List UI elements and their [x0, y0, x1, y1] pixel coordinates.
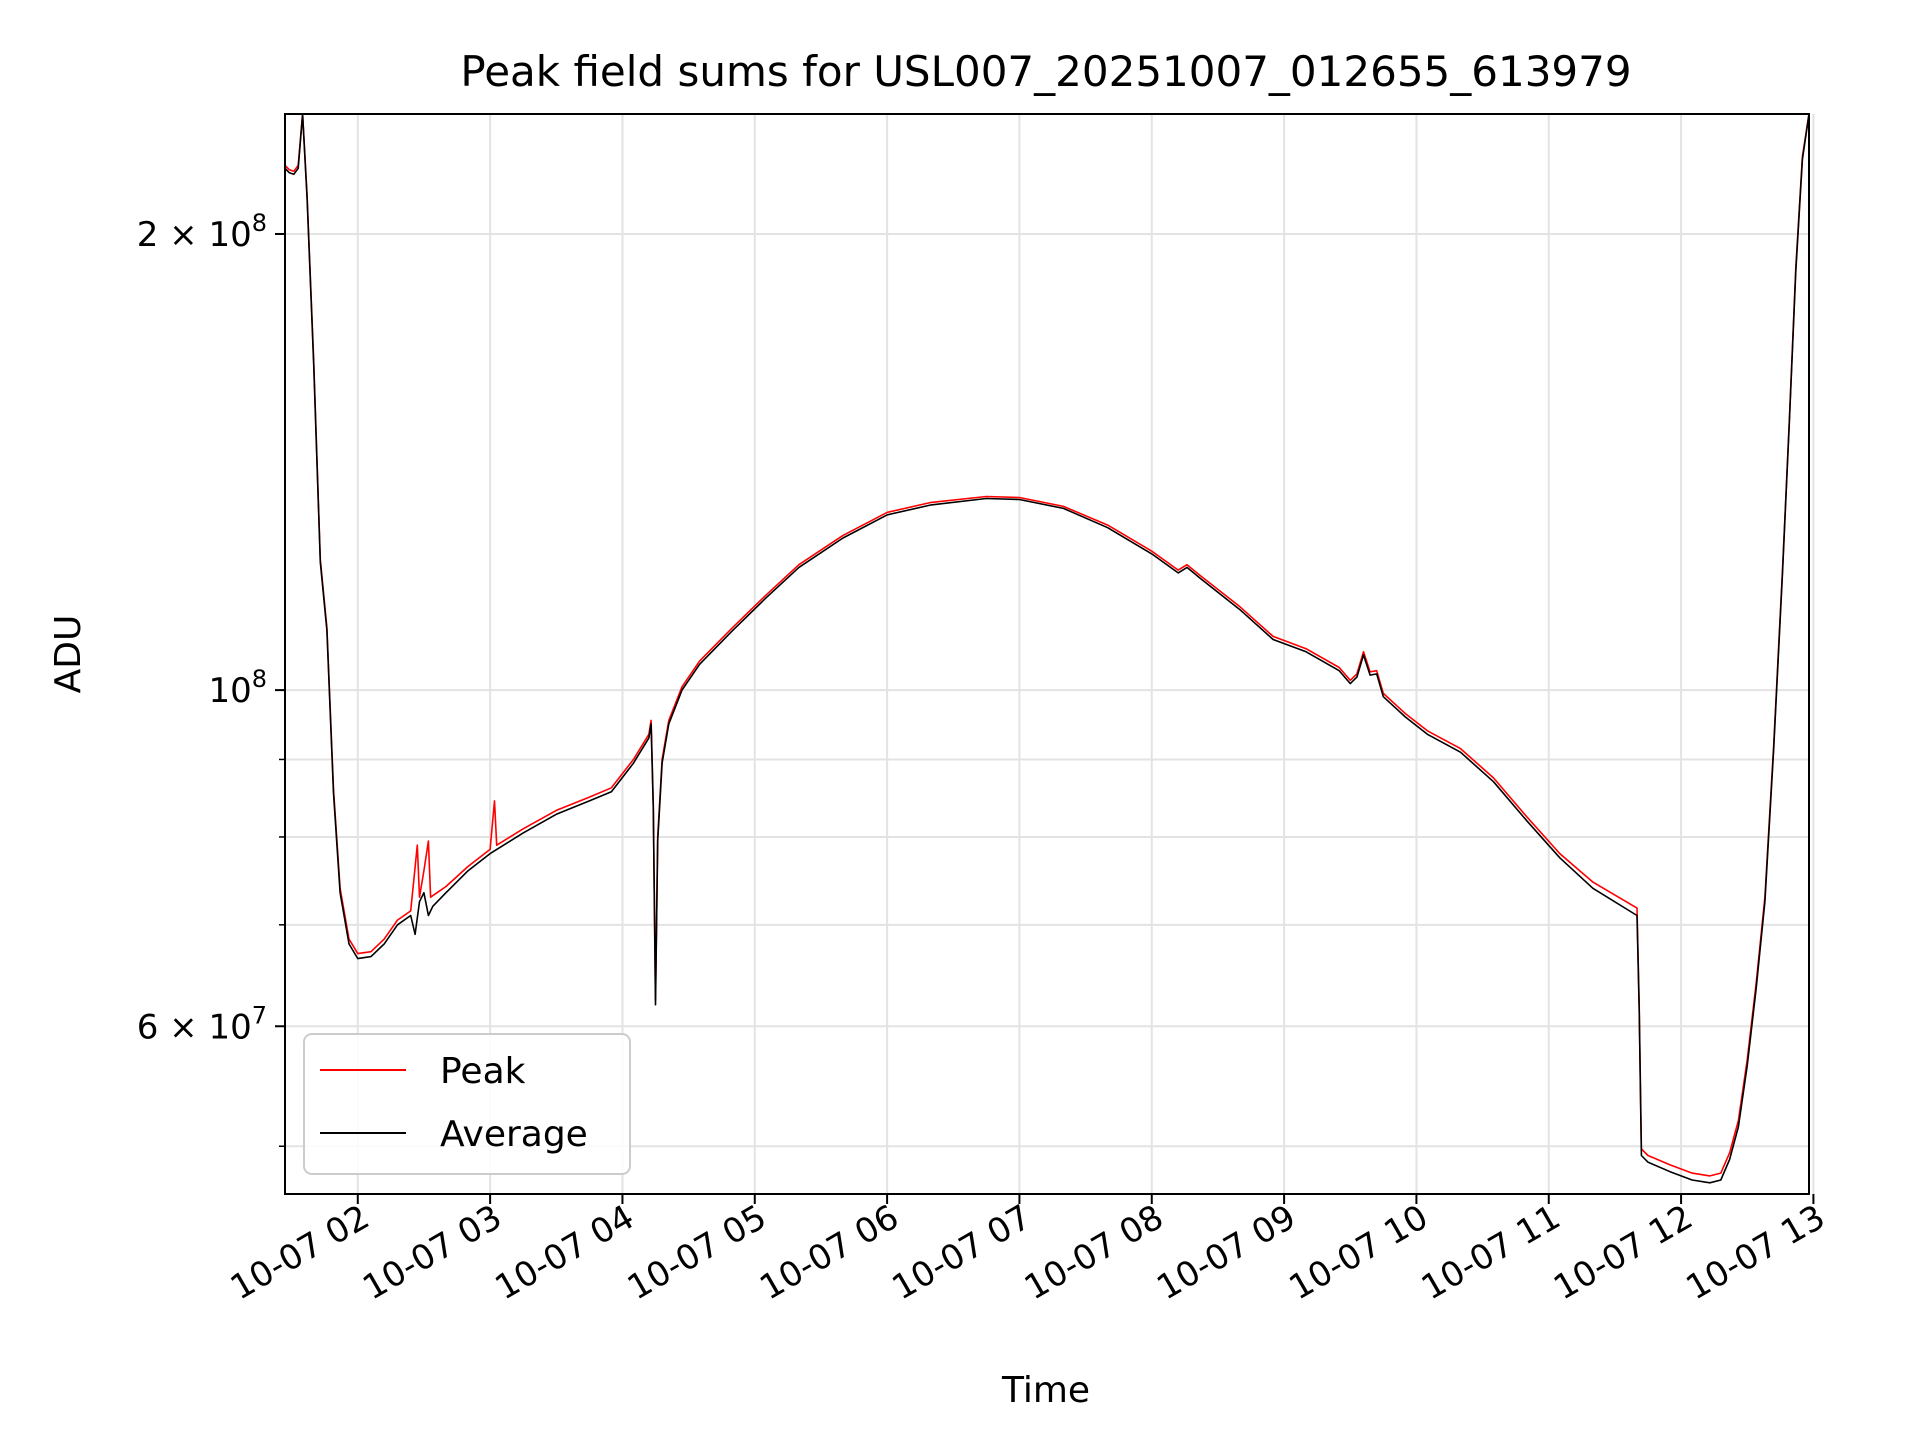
- series-line-average: [285, 114, 1809, 1184]
- y-tick-label: 2 × 108: [137, 209, 267, 255]
- y-tick-label: 6 × 107: [137, 1001, 267, 1047]
- x-axis-label: Time: [1001, 1370, 1090, 1411]
- grid: [285, 114, 1815, 1194]
- legend-label-average: Average: [440, 1114, 588, 1155]
- plot-frame: [284, 113, 1810, 1195]
- series-line-peak: [285, 114, 1809, 1177]
- y-axis-label: ADU: [48, 615, 89, 694]
- legend-label-peak: Peak: [440, 1051, 526, 1092]
- y-tick-label: 108: [208, 665, 267, 711]
- series-lines: [285, 114, 1809, 1184]
- legend: Peak Average: [303, 1033, 631, 1175]
- y-axis: 6 × 107 108 2 × 108: [137, 209, 285, 1147]
- chart-title: Peak field sums for USL007_20251007_0126…: [460, 47, 1631, 96]
